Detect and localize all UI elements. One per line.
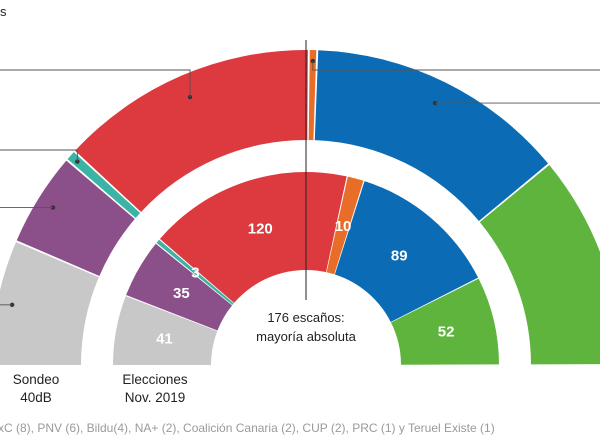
leader-dot — [187, 94, 193, 100]
inner-ring-segment — [126, 243, 233, 331]
inner-ring-value-labels: 41 353 120 10 89 52 — [156, 218, 454, 348]
outer-ring-segment — [314, 50, 549, 222]
inner-ring-segment — [156, 239, 234, 305]
outer-ring-segment — [67, 152, 141, 218]
inner-ring-segment — [390, 278, 499, 365]
inner-ring-segment — [326, 176, 364, 275]
center-label-line-1: 176 escaños: — [267, 310, 344, 325]
inner-ring-segment — [113, 296, 218, 365]
leader-line — [0, 69, 191, 98]
outer-ring-segment — [308, 50, 317, 141]
leader-line — [0, 149, 78, 162]
outer-ring-segment — [479, 164, 600, 365]
inner-ring-elecciones — [113, 172, 499, 365]
inner-ring-value-label: 41 — [156, 331, 173, 348]
center-label-line-2: mayoría absoluta — [256, 329, 356, 344]
outer-ring-segment — [0, 242, 99, 365]
leader-lines — [0, 58, 600, 308]
inner-ring-value-label: 10 — [335, 218, 352, 235]
outer-ring-segment — [16, 160, 135, 276]
inner-ring-value-label: 52 — [438, 324, 455, 341]
leader-line — [312, 61, 600, 71]
outer-ring-label-line-2: 40dB — [20, 390, 52, 405]
inner-ring-segment — [159, 172, 347, 303]
inner-ring-value-label: 3 — [191, 265, 199, 282]
corner-text: s — [0, 4, 7, 19]
outer-ring-sondeo — [0, 50, 600, 365]
inner-ring-segment — [334, 181, 479, 322]
inner-ring-value-label: 120 — [248, 220, 273, 237]
footnote: xC (8), PNV (6), Bildu(4), NA+ (2), Coal… — [0, 421, 495, 435]
inner-ring-value-label: 35 — [173, 285, 190, 302]
inner-ring-label-line-1: Elecciones — [122, 372, 188, 387]
outer-ring-label-line-1: Sondeo — [13, 372, 60, 387]
inner-ring-value-label: 89 — [391, 247, 408, 264]
outer-ring-segment — [75, 50, 308, 212]
inner-ring-label-line-2: Nov. 2019 — [125, 390, 186, 405]
